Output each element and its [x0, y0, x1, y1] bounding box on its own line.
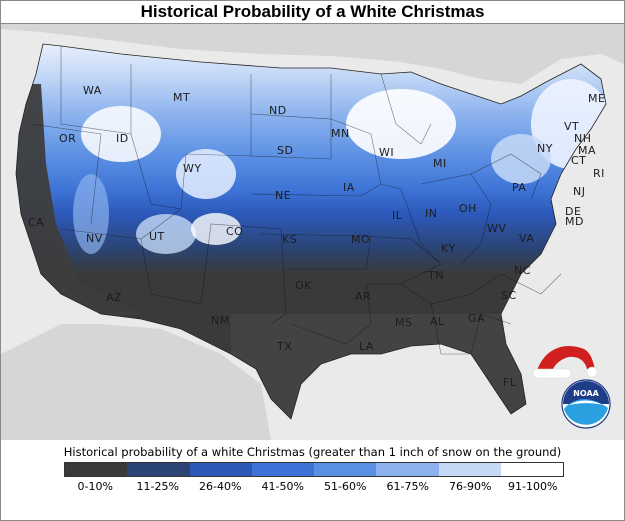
state-label-ca: CA [28, 216, 45, 229]
state-label-va: VA [519, 232, 535, 245]
state-label-ar: AR [355, 290, 372, 303]
state-label-ri: RI [593, 167, 605, 180]
legend-label: 26-40% [199, 480, 242, 493]
state-label-wv: WV [487, 222, 507, 235]
utah-high-snow [136, 214, 196, 254]
state-label-mi: MI [433, 157, 447, 170]
state-label-ne: NE [275, 189, 292, 202]
legend-swatch [314, 463, 377, 476]
state-label-vt: VT [564, 120, 580, 133]
state-label-ga: GA [468, 312, 486, 325]
state-label-fl: FL [503, 376, 517, 389]
state-label-ut: UT [149, 230, 165, 243]
map-area: WA OR CA ID MT WY NV UT AZ CO NM ND SD N… [1, 24, 624, 440]
state-label-wa: WA [83, 84, 102, 97]
map-title: Historical Probability of a White Christ… [1, 1, 624, 24]
state-label-il: IL [392, 209, 403, 222]
state-label-mo: MO [351, 233, 371, 246]
state-label-nd: ND [269, 104, 287, 117]
state-label-tn: TN [428, 269, 444, 282]
legend-swatch [127, 463, 190, 476]
new-york-snow [491, 134, 551, 184]
legend-color-bar [64, 462, 564, 477]
legend-label: 51-60% [324, 480, 367, 493]
state-label-ky: KY [441, 242, 456, 255]
great-lakes-snow [346, 89, 456, 159]
legend-swatch [65, 463, 128, 476]
state-label-id: ID [116, 132, 129, 145]
legend-swatch [438, 463, 501, 476]
colorado-high-snow [191, 213, 241, 245]
legend-title: Historical probability of a white Christ… [63, 445, 562, 459]
state-label-nv: NV [86, 232, 103, 245]
legend-swatch [251, 463, 314, 476]
state-label-wi: WI [379, 146, 395, 159]
legend-label: 76-90% [449, 480, 492, 493]
state-label-al: AL [430, 315, 445, 328]
noaa-logo: NOAA [561, 379, 611, 429]
state-label-me: ME [588, 92, 606, 105]
wyoming-high-snow [176, 149, 236, 199]
legend-labels: 0-10% 11-25% 26-40% 41-50% 51-60% 61-75%… [64, 480, 564, 493]
legend-label: 0-10% [77, 480, 113, 493]
state-label-de: DE [565, 205, 582, 218]
state-label-or: OR [59, 132, 77, 145]
state-label-sd: SD [277, 144, 294, 157]
mexico-land [1, 324, 271, 440]
state-label-ms: MS [395, 316, 413, 329]
state-label-wy: WY [183, 162, 202, 175]
state-borders [30, 46, 562, 355]
canada-land [1, 24, 624, 84]
state-label-tx: TX [277, 340, 293, 353]
legend-label: 11-25% [136, 480, 179, 493]
state-label-ok: OK [295, 279, 312, 292]
state-label-la: LA [359, 340, 374, 353]
state-label-oh: OH [459, 202, 477, 215]
state-label-ct: CT [571, 154, 587, 167]
state-label-co: CO [226, 225, 244, 238]
map-graphic [1, 24, 624, 440]
state-label-mt: MT [173, 91, 191, 104]
state-label-nh: NH [574, 132, 592, 145]
state-label-md: MD [565, 215, 584, 228]
legend-label: 41-50% [261, 480, 304, 493]
state-label-nc: NC [514, 264, 531, 277]
santa-hat-icon [532, 345, 598, 379]
state-label-ia: IA [343, 181, 355, 194]
state-label-mn: MN [331, 127, 350, 140]
legend-swatch [376, 463, 439, 476]
state-label-nj: NJ [573, 185, 586, 198]
state-label-nm: NM [211, 314, 230, 327]
state-label-ny: NY [537, 142, 553, 155]
idaho-high-snow [81, 106, 161, 162]
legend-swatch [189, 463, 252, 476]
state-label-ma: MA [578, 144, 597, 157]
noaa-logo-text: NOAA [573, 389, 599, 398]
state-label-ks: KS [282, 233, 298, 246]
legend-label: 61-75% [386, 480, 429, 493]
us-outline [15, 43, 607, 420]
legend-label: 91-100% [508, 480, 558, 493]
state-label-in: IN [425, 207, 438, 220]
state-label-az: AZ [106, 291, 123, 304]
state-label-pa: PA [512, 181, 527, 194]
legend-swatch [500, 463, 563, 476]
state-label-sc: SC [501, 289, 517, 302]
